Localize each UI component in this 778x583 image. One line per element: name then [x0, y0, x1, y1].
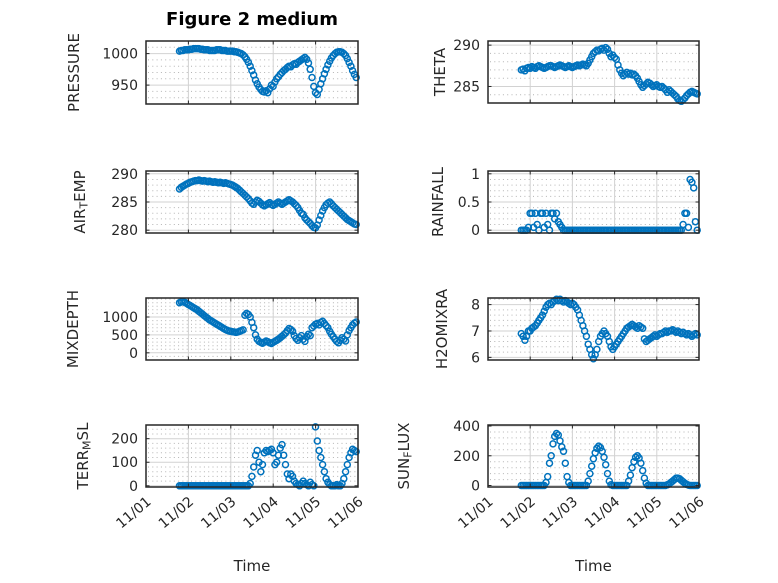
- tick-marks: [145, 425, 359, 487]
- ytick-label-sunflux-0: 0: [471, 479, 480, 495]
- markers-rainfall: [517, 175, 701, 234]
- ytick-label-airtemp-2: 290: [111, 167, 138, 183]
- xtick-label-sunflux-3: 11/04: [582, 494, 623, 532]
- ytick-label-sunflux-1: 200: [453, 449, 480, 465]
- subplot-pressure: 950 1000 PRESSURE: [65, 33, 360, 112]
- ylabel-sunflux: SUNFLUX: [395, 423, 414, 490]
- xlabel-terrmsl: Time: [233, 557, 271, 575]
- tick-marks: [145, 41, 359, 104]
- ytick-label-theta-1: 290: [453, 38, 480, 54]
- ylabel-terrmsl: TERRMSL: [74, 422, 93, 491]
- ytick-label-pressure-0: 950: [111, 78, 138, 94]
- ytick-label-airtemp-0: 280: [111, 223, 138, 239]
- ytick-label-rainfall-2: 1: [471, 167, 480, 183]
- ytick-label-theta-0: 285: [453, 79, 480, 95]
- markers-sunflux: [517, 429, 701, 490]
- tick-marks: [487, 41, 700, 103]
- figure-title: Figure 2 medium: [166, 9, 338, 30]
- ytick-label-terrmsl-0: 0: [129, 479, 138, 495]
- minor-grid: [148, 179, 356, 225]
- ylabel-mixdepth: MIXDEPTH: [64, 290, 82, 368]
- ytick-label-pressure-1: 1000: [102, 47, 138, 63]
- tick-marks: [487, 171, 700, 233]
- axes-box: [487, 297, 700, 361]
- ylabel-pressure: PRESSURE: [65, 33, 83, 112]
- subplot-mixdepth: 0 500 1000 MIXDEPTH: [64, 290, 360, 368]
- ylabel-rainfall: RAINFALL: [429, 166, 447, 237]
- subplot-h2omixra: 6 7 8 H2OMIXRA: [433, 288, 701, 369]
- markers-pressure: [175, 44, 360, 99]
- ytick-label-sunflux-2: 400: [453, 419, 480, 435]
- xlabel-sunflux: Time: [574, 557, 612, 575]
- ytick-label-mixdepth-1: 500: [111, 328, 138, 344]
- xtick-label-sunflux-4: 11/05: [624, 494, 665, 532]
- ylabel-h2omixra: H2OMIXRA: [433, 288, 451, 369]
- tick-marks: [487, 298, 700, 360]
- axes-box: [145, 424, 359, 488]
- subplot-terrmsl: 0 100 200 11/01 11/02 11/03 11/04 11/05 11/06 TER…: [74, 422, 367, 575]
- subplot-sunflux: 0 200 400 11/01 11/02 11/03 11/04 11/05 11/06 SUN…: [395, 419, 708, 575]
- minor-grid: [490, 179, 697, 225]
- ytick-label-h2omixra-0: 6: [471, 350, 480, 366]
- ylabel-airtemp: AIRTEMP: [71, 170, 90, 233]
- tick-marks: [145, 298, 359, 360]
- axes-box: [145, 40, 359, 105]
- ytick-label-mixdepth-2: 1000: [102, 310, 138, 326]
- xtick-label-terrmsl-5: 11/06: [325, 494, 366, 532]
- ytick-label-terrmsl-2: 200: [111, 432, 138, 448]
- ytick-label-mixdepth-0: 0: [129, 346, 138, 362]
- subplot-rainfall: 0 0.5 1 RAINFALL: [429, 166, 701, 239]
- ytick-label-h2omixra-2: 8: [471, 298, 480, 314]
- minor-grid: [490, 298, 697, 353]
- tick-marks: [145, 171, 359, 233]
- ytick-label-h2omixra-1: 7: [471, 324, 480, 340]
- ylabel-theta: THETA: [431, 47, 449, 97]
- xtick-label-sunflux-1: 11/02: [498, 494, 539, 532]
- axes-box: [145, 297, 359, 361]
- xtick-label-terrmsl-3: 11/04: [241, 494, 282, 532]
- xtick-label-terrmsl-1: 11/02: [156, 494, 197, 532]
- axes-box: [487, 40, 700, 104]
- subplot-airtemp: 280 285 290 AIRTEMP: [71, 167, 360, 239]
- markers-terrmsl: [175, 423, 360, 490]
- tick-marks: [487, 425, 700, 487]
- xtick-label-terrmsl-2: 11/03: [198, 494, 239, 532]
- ytick-label-rainfall-0: 0: [471, 223, 480, 239]
- markers-theta: [517, 43, 701, 106]
- xtick-label-sunflux-2: 11/03: [540, 494, 581, 532]
- major-grid: [488, 171, 699, 233]
- ytick-label-terrmsl-1: 100: [111, 455, 138, 471]
- ytick-label-rainfall-1: 0.5: [458, 195, 480, 211]
- xtick-label-terrmsl-4: 11/05: [283, 494, 324, 532]
- xtick-label-sunflux-5: 11/06: [666, 494, 707, 532]
- ytick-label-airtemp-1: 285: [111, 195, 138, 211]
- xtick-label-sunflux-0: 11/01: [455, 494, 496, 532]
- markers-h2omixra: [517, 295, 701, 363]
- xtick-label-terrmsl-0: 11/01: [113, 494, 154, 532]
- markers-mixdepth: [175, 297, 360, 348]
- markers-airtemp: [175, 176, 360, 232]
